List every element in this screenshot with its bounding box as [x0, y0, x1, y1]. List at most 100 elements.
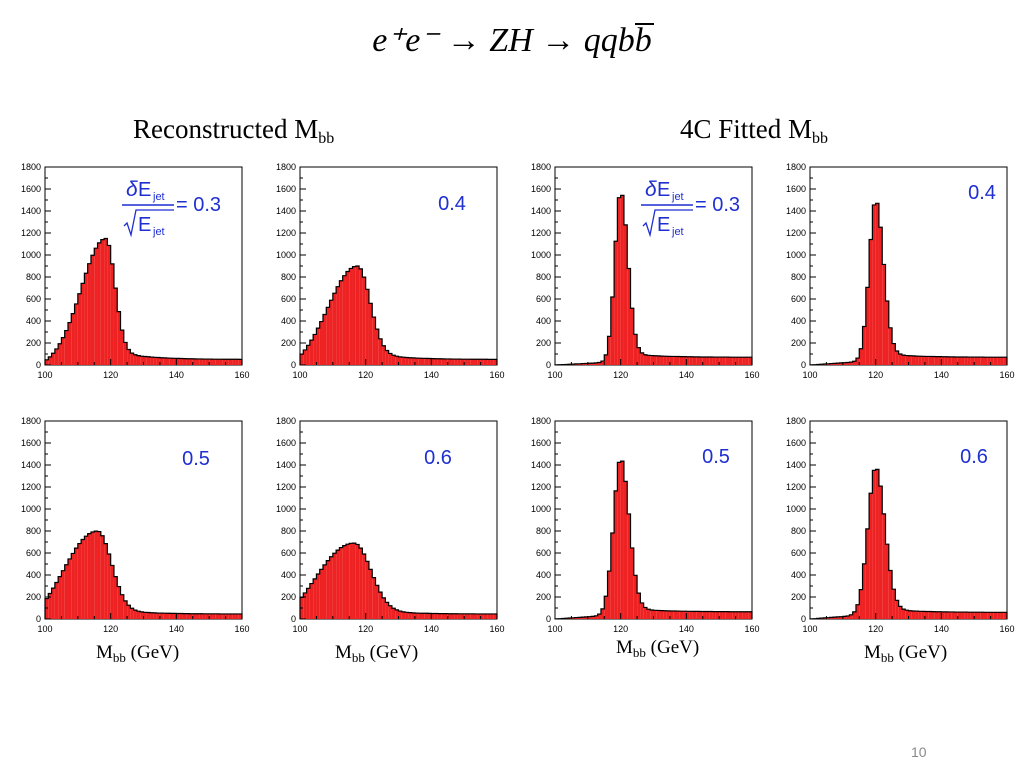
- hist-panel-5: 100 120 140 1600200400600800100012001400160…: [276, 416, 505, 634]
- histogram-bin: [143, 612, 147, 619]
- histogram-bin: [898, 354, 902, 365]
- histogram-bin: [219, 613, 223, 619]
- histogram-bin: [842, 362, 847, 365]
- histogram-bin: [329, 556, 333, 619]
- histogram-bin: [490, 613, 494, 619]
- y-tick-label: 1800: [531, 162, 551, 172]
- histogram-bin: [934, 356, 939, 365]
- histogram-bin: [467, 359, 471, 365]
- y-tick-label: 0: [546, 614, 551, 624]
- histogram-bin: [150, 357, 154, 365]
- histogram-bin: [209, 613, 213, 619]
- histogram-bin: [94, 248, 98, 365]
- y-ticks: 0 200 400 600 800 1000 1200 1400 1600 1800: [276, 162, 306, 370]
- formula-equals: = 0.3: [176, 194, 221, 216]
- y-ticks: 0 200 400 600 800 1000 1200 1400 1600 1800: [276, 416, 306, 624]
- histogram-bin: [964, 356, 968, 365]
- hist-panel-1: 100 120 140 1600200400600800100012001400160…: [276, 162, 505, 380]
- hist-panel-3: 100 120 140 1600200400600800100012001400160…: [786, 162, 1015, 380]
- histogram-bin: [859, 348, 863, 365]
- histogram-bin: [349, 543, 353, 619]
- histogram-bin: [156, 613, 160, 619]
- histogram-outline: [299, 265, 498, 365]
- y-tick-label: 1000: [786, 250, 806, 260]
- formula-jet-top: jet: [152, 191, 165, 203]
- histogram-bin: [620, 461, 624, 619]
- histogram-bin: [434, 358, 438, 365]
- y-tick-label: 0: [801, 614, 806, 624]
- histogram-bin: [332, 293, 337, 365]
- histogram-bin: [614, 241, 618, 365]
- histogram-bin: [113, 288, 118, 365]
- histogram-bin: [901, 355, 906, 365]
- histogram-bin: [365, 289, 369, 365]
- histogram-bin: [209, 359, 213, 365]
- section-reconstructed-sub: bb: [318, 130, 335, 147]
- histogram-bin: [163, 357, 167, 365]
- y-tick-label: 800: [26, 272, 41, 282]
- histogram-bin: [947, 611, 952, 619]
- x-tick-label: 140: [679, 370, 694, 380]
- histogram-bin: [974, 612, 978, 619]
- histogram-bin: [342, 275, 346, 365]
- y-tick-label: 1000: [21, 250, 41, 260]
- histogram-bin: [961, 612, 965, 619]
- histogram-bin: [153, 612, 157, 619]
- histogram-bin: [45, 359, 49, 365]
- histogram-bin: [199, 358, 203, 365]
- histogram-bin: [319, 321, 323, 365]
- histogram-bin: [388, 353, 392, 365]
- formula-jet-top: jet: [671, 191, 684, 203]
- y-tick-label: 1400: [786, 206, 806, 216]
- histogram-bin: [385, 350, 389, 365]
- histogram-bin: [398, 611, 402, 619]
- x-tick-label: 160: [489, 624, 504, 634]
- x-tick-label: 160: [999, 370, 1014, 380]
- histogram-bin: [104, 238, 108, 365]
- histogram-bin: [352, 266, 356, 365]
- histogram-bin: [663, 356, 667, 365]
- x-tick-label: 140: [934, 370, 949, 380]
- histogram-bin: [212, 613, 216, 619]
- histogram-bin: [94, 531, 98, 619]
- histogram-bin: [428, 613, 432, 619]
- x-tick-label: 100: [292, 370, 307, 380]
- histogram-bin: [826, 617, 830, 619]
- histogram-bin: [202, 359, 206, 365]
- histogram-bin: [127, 349, 131, 365]
- histogram-bin: [646, 609, 651, 619]
- histogram-bin: [405, 612, 409, 619]
- y-tick-label: 200: [26, 338, 41, 348]
- histogram-bin: [309, 340, 314, 365]
- plot-frame: [809, 166, 1008, 366]
- histogram-bin: [444, 613, 448, 619]
- y-tick-label: 400: [791, 316, 806, 326]
- histogram-bin: [316, 328, 320, 365]
- y-tick-label: 1800: [21, 416, 41, 426]
- histogram-bin: [944, 611, 948, 619]
- x-tick-label: 120: [358, 624, 373, 634]
- y-tick-label: 0: [291, 614, 296, 624]
- histogram-bin: [382, 597, 386, 619]
- histogram-bin: [623, 224, 628, 365]
- histogram-bars: [300, 543, 497, 619]
- histogram-bin: [859, 589, 863, 619]
- plot-frame: [809, 420, 1008, 620]
- formula-jet-bottom: jet: [671, 226, 684, 238]
- histogram-bin: [205, 359, 210, 365]
- y-tick-label: 0: [801, 360, 806, 370]
- xaxis-caption-3: Mbb (GeV): [616, 637, 700, 660]
- histogram-outline: [554, 460, 753, 620]
- histogram-bin: [235, 613, 239, 619]
- y-tick-label: 1800: [21, 162, 41, 172]
- y-tick-label: 1000: [21, 504, 41, 514]
- histogram-bin: [313, 578, 317, 619]
- hist-panel-4: 100 120 140 1600200400600800100012001400160…: [21, 416, 250, 634]
- histogram-bin: [493, 613, 497, 619]
- y-ticks: 0 200 400 600 800 1000 1200 1400 1600 1800: [21, 162, 51, 370]
- histogram-bin: [437, 358, 442, 365]
- histogram-bin: [470, 359, 475, 365]
- histogram-bin: [146, 612, 151, 619]
- histogram-bin: [735, 611, 739, 619]
- histogram-bin: [474, 613, 478, 619]
